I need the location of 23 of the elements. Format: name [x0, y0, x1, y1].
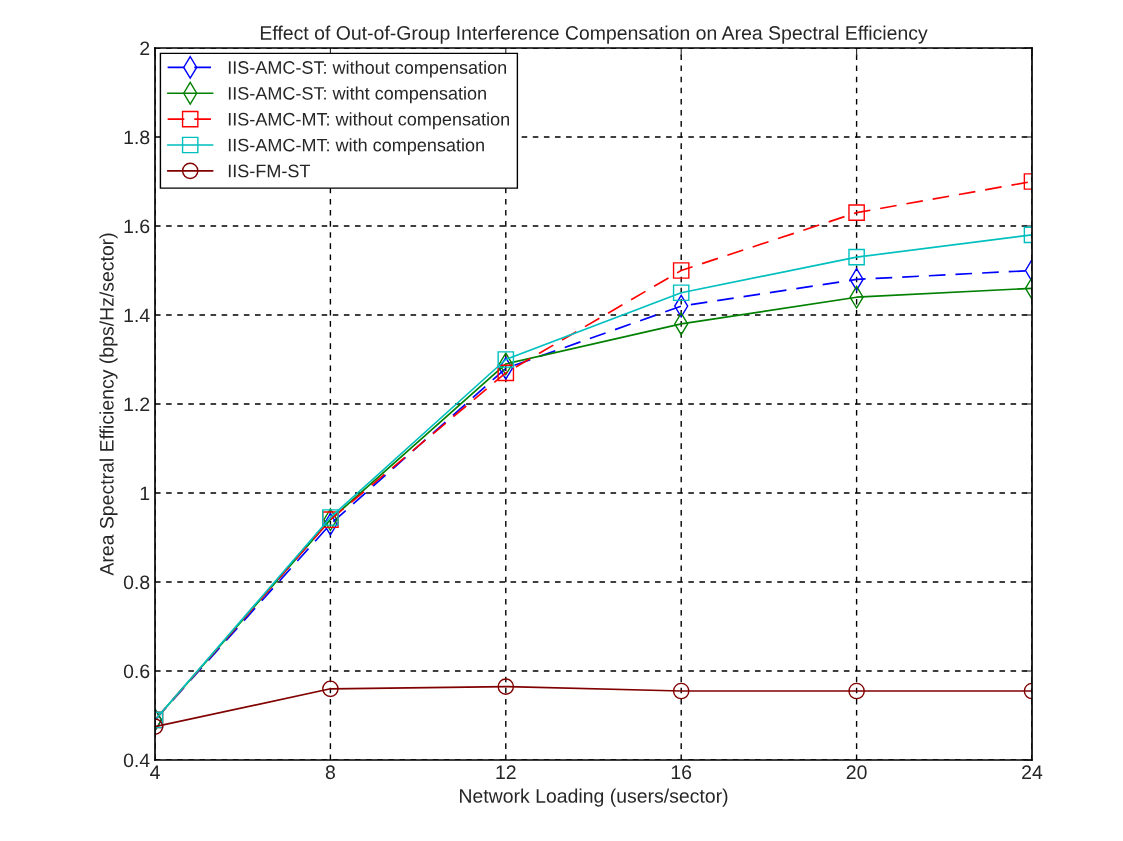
y-tick-label: 0.8 [123, 575, 150, 590]
legend-label: IIS-AMC-ST: without compensation [228, 60, 507, 78]
x-tick-label: 24 [1022, 765, 1043, 779]
y-tick-label: 0.4 [123, 753, 150, 768]
x-tick-label: 16 [671, 765, 692, 780]
y-tick-label: 1.6 [124, 219, 150, 234]
x-tick-label: 12 [496, 765, 516, 779]
legend-label: IIS-AMC-MT: without compensation [228, 112, 510, 130]
x-tick-label: 20 [846, 765, 867, 780]
y-tick-label: 1.8 [124, 130, 150, 145]
chart-title: Effect of Out-of-Group Interference Compensation on Area Spectral Efficiency [260, 25, 928, 44]
y-tick-label: 2 [140, 41, 150, 56]
y-tick-label: 1 [140, 486, 150, 501]
legend-label: IIS-FM-ST [228, 164, 311, 178]
y-tick-label: 1.4 [124, 308, 150, 323]
legend-label: IIS-AMC-ST: witht compensation [228, 86, 486, 104]
x-tick-label: 4 [150, 765, 160, 779]
legend-label: IIS-AMC-MT: with compensation [228, 138, 484, 156]
x-axis-title: Network Loading (users/sector) [460, 788, 728, 807]
y-tick-label: 0.6 [123, 664, 150, 679]
y-tick-label: 1.2 [124, 397, 150, 412]
x-tick-label: 8 [325, 765, 335, 780]
y-axis-title: Area Spectral Efficiency (bps/Hz/sector) [99, 233, 118, 576]
